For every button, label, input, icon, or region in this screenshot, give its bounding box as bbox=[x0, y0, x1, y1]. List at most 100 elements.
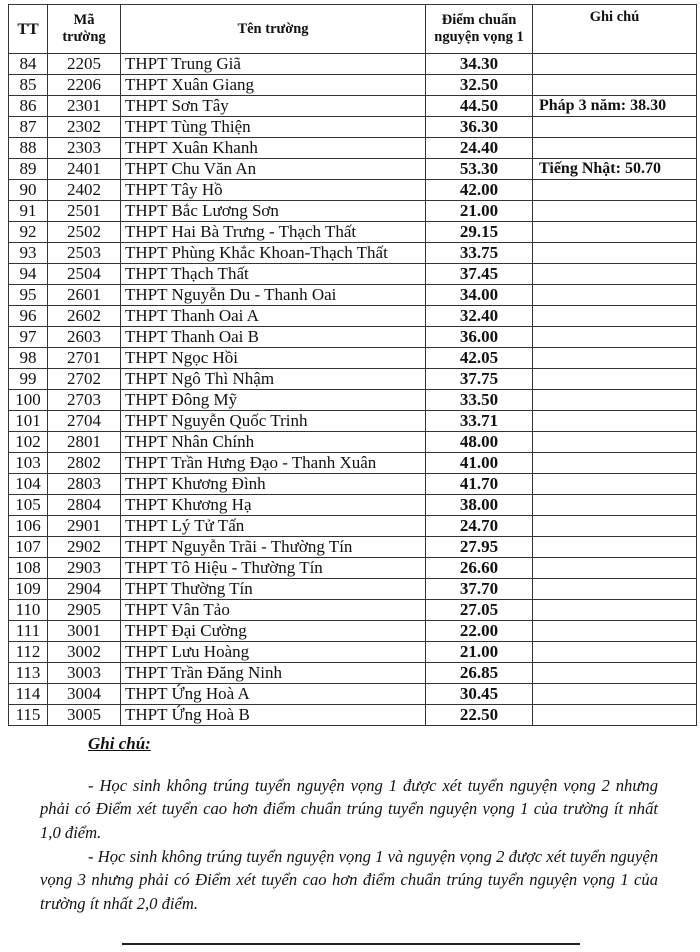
cell-tt: 106 bbox=[8, 515, 48, 537]
cell-ma-truong: 2702 bbox=[47, 368, 121, 390]
cell-ten-truong: THPT Thanh Oai A bbox=[120, 305, 426, 327]
table-row: 93 2503 THPT Phùng Khắc Khoan-Thạch Thất 33… bbox=[8, 242, 697, 264]
cell-ma-truong: 2301 bbox=[47, 95, 121, 117]
cell-ma-truong: 3003 bbox=[47, 662, 121, 684]
cell-ten-truong: THPT Chu Văn An bbox=[120, 158, 426, 180]
cell-ma-truong: 3005 bbox=[47, 704, 121, 726]
header-ma-truong: Mã trường bbox=[47, 4, 121, 54]
cell-ma-truong: 2504 bbox=[47, 263, 121, 285]
header-tt: TT bbox=[8, 4, 48, 54]
table-row: 95 2601 THPT Nguyễn Du - Thanh Oai 34.00 bbox=[8, 284, 697, 306]
cell-ghi-chu bbox=[532, 305, 697, 327]
table-row: 90 2402 THPT Tây Hồ 42.00 bbox=[8, 179, 697, 201]
cell-tt: 101 bbox=[8, 410, 48, 432]
cell-tt: 89 bbox=[8, 158, 48, 180]
cell-diem-chuan: 30.45 bbox=[425, 683, 533, 705]
cell-tt: 93 bbox=[8, 242, 48, 264]
cell-diem-chuan: 34.30 bbox=[425, 53, 533, 75]
table-row: 112 3002 THPT Lưu Hoàng 21.00 bbox=[8, 641, 697, 663]
table-row: 85 2206 THPT Xuân Giang 32.50 bbox=[8, 74, 697, 96]
cell-tt: 91 bbox=[8, 200, 48, 222]
cell-ma-truong: 2802 bbox=[47, 452, 121, 474]
cell-tt: 114 bbox=[8, 683, 48, 705]
cell-ten-truong: THPT Khương Đình bbox=[120, 473, 426, 495]
table-row: 98 2701 THPT Ngọc Hồi 42.05 bbox=[8, 347, 697, 369]
cell-ten-truong: THPT Trung Giã bbox=[120, 53, 426, 75]
cell-diem-chuan: 41.70 bbox=[425, 473, 533, 495]
cell-ma-truong: 3001 bbox=[47, 620, 121, 642]
cell-ghi-chu bbox=[532, 704, 697, 726]
cell-ten-truong: THPT Tây Hồ bbox=[120, 179, 426, 201]
header-ma-line1: Mã bbox=[73, 12, 95, 28]
cell-ten-truong: THPT Xuân Khanh bbox=[120, 137, 426, 159]
cell-ghi-chu bbox=[532, 452, 697, 474]
cell-ten-truong: THPT Ngô Thì Nhậm bbox=[120, 368, 426, 390]
cell-ten-truong: THPT Phùng Khắc Khoan-Thạch Thất bbox=[120, 242, 426, 264]
cell-ten-truong: THPT Trần Hưng Đạo - Thanh Xuân bbox=[120, 452, 426, 474]
cell-ma-truong: 2904 bbox=[47, 578, 121, 600]
cell-ghi-chu bbox=[532, 347, 697, 369]
cell-ghi-chu bbox=[532, 473, 697, 495]
cell-tt: 103 bbox=[8, 452, 48, 474]
cell-ghi-chu bbox=[532, 515, 697, 537]
note-paragraph-2: - Học sinh không trúng tuyển nguyện vọng… bbox=[40, 847, 658, 913]
cell-tt: 102 bbox=[8, 431, 48, 453]
cell-ghi-chu bbox=[532, 284, 697, 306]
cell-tt: 85 bbox=[8, 74, 48, 96]
cell-tt: 112 bbox=[8, 641, 48, 663]
cell-tt: 104 bbox=[8, 473, 48, 495]
cell-diem-chuan: 21.00 bbox=[425, 200, 533, 222]
cell-ma-truong: 2502 bbox=[47, 221, 121, 243]
cell-diem-chuan: 32.50 bbox=[425, 74, 533, 96]
cell-ghi-chu bbox=[532, 578, 697, 600]
cell-ten-truong: THPT Ngọc Hồi bbox=[120, 347, 426, 369]
cell-ma-truong: 2503 bbox=[47, 242, 121, 264]
cell-ma-truong: 2803 bbox=[47, 473, 121, 495]
cell-ghi-chu bbox=[532, 53, 697, 75]
table-row: 108 2903 THPT Tô Hiệu - Thường Tín 26.60 bbox=[8, 557, 697, 579]
table-row: 104 2803 THPT Khương Đình 41.70 bbox=[8, 473, 697, 495]
header-ten-truong: Tên trường bbox=[120, 4, 426, 54]
cell-ma-truong: 2601 bbox=[47, 284, 121, 306]
cell-diem-chuan: 36.30 bbox=[425, 116, 533, 138]
cell-ghi-chu bbox=[532, 410, 697, 432]
cell-diem-chuan: 33.75 bbox=[425, 242, 533, 264]
cell-ma-truong: 2206 bbox=[47, 74, 121, 96]
cell-ma-truong: 2905 bbox=[47, 599, 121, 621]
table-row: 101 2704 THPT Nguyễn Quốc Trinh 33.71 bbox=[8, 410, 697, 432]
cell-tt: 110 bbox=[8, 599, 48, 621]
table-row: 89 2401 THPT Chu Văn An 53.30 Tiếng Nhật: 50… bbox=[8, 158, 697, 180]
cell-ten-truong: THPT Tùng Thiện bbox=[120, 116, 426, 138]
cell-ghi-chu bbox=[532, 368, 697, 390]
cell-diem-chuan: 33.50 bbox=[425, 389, 533, 411]
table-row: 103 2802 THPT Trần Hưng Đạo - Thanh Xuân 41… bbox=[8, 452, 697, 474]
cell-diem-chuan: 27.95 bbox=[425, 536, 533, 558]
cell-diem-chuan: 22.50 bbox=[425, 704, 533, 726]
cell-ma-truong: 2804 bbox=[47, 494, 121, 516]
cell-diem-chuan: 21.00 bbox=[425, 641, 533, 663]
table-header-row: TT Mã trường Tên trường Điểm chuẩn nguyện … bbox=[8, 4, 697, 54]
cell-ghi-chu: Tiếng Nhật: 50.70 bbox=[532, 158, 697, 180]
cell-diem-chuan: 38.00 bbox=[425, 494, 533, 516]
cell-ma-truong: 2903 bbox=[47, 557, 121, 579]
header-diem-line1: Điểm chuẩn bbox=[441, 12, 517, 28]
cell-ten-truong: THPT Khương Hạ bbox=[120, 494, 426, 516]
cell-ghi-chu bbox=[532, 242, 697, 264]
table-body: 84 2205 THPT Trung Giã 34.30 85 2206 THPT Xuân… bbox=[8, 53, 697, 726]
cell-ghi-chu bbox=[532, 200, 697, 222]
table-row: 87 2302 THPT Tùng Thiện 36.30 bbox=[8, 116, 697, 138]
cell-tt: 96 bbox=[8, 305, 48, 327]
table-row: 114 3004 THPT Ứng Hoà A 30.45 bbox=[8, 683, 697, 705]
table-row: 97 2603 THPT Thanh Oai B 36.00 bbox=[8, 326, 697, 348]
cell-ma-truong: 2302 bbox=[47, 116, 121, 138]
cell-tt: 108 bbox=[8, 557, 48, 579]
cell-tt: 87 bbox=[8, 116, 48, 138]
cell-ma-truong: 2602 bbox=[47, 305, 121, 327]
cell-ma-truong: 3004 bbox=[47, 683, 121, 705]
header-diem-line2: nguyện vọng 1 bbox=[434, 29, 524, 45]
cell-ma-truong: 2801 bbox=[47, 431, 121, 453]
table-row: 110 2905 THPT Vân Tảo 27.05 bbox=[8, 599, 697, 621]
cell-ghi-chu bbox=[532, 641, 697, 663]
cell-ten-truong: THPT Nguyễn Quốc Trinh bbox=[120, 410, 426, 432]
cell-ghi-chu bbox=[532, 263, 697, 285]
